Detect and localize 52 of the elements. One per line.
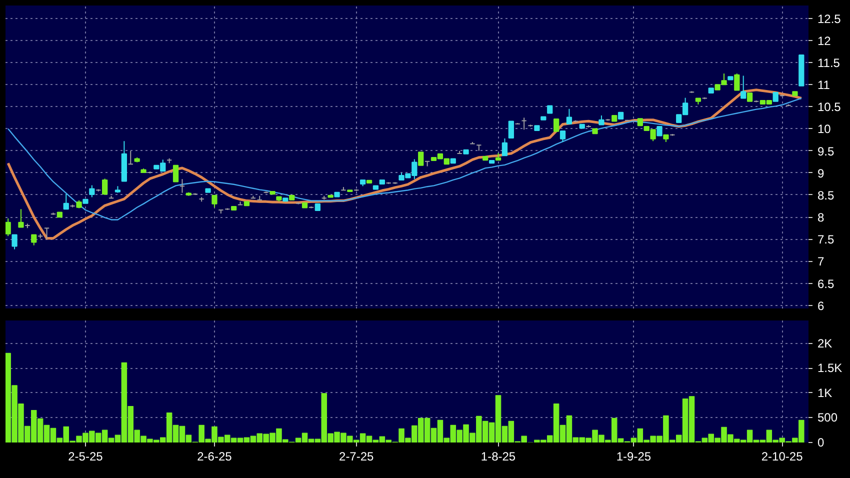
candlestick — [102, 178, 108, 196]
candlestick — [89, 184, 95, 198]
candlestick — [44, 228, 50, 240]
y-tick-label: 11 — [818, 78, 830, 92]
y-tick-label: 10 — [818, 122, 832, 136]
candlestick — [740, 75, 746, 99]
y-tick-label: 500 — [818, 410, 838, 425]
y-tick-label: 1K — [818, 386, 832, 400]
y-tick-label: 1.5K — [818, 361, 842, 376]
y-tick-label: 8 — [818, 210, 824, 225]
candlestick — [566, 108, 572, 124]
x-tick-label: 2-7-25 — [339, 450, 374, 464]
y-tick-label: 12.5 — [818, 12, 842, 26]
candlestick — [179, 178, 186, 194]
x-tick-label: 2-6-25 — [197, 450, 232, 464]
y-tick-label: 9.5 — [818, 144, 835, 158]
candlestick — [508, 120, 514, 139]
x-tick-label: 1-8-25 — [480, 450, 516, 464]
y-tick-label: 2K — [818, 336, 832, 350]
candlestick — [560, 130, 566, 142]
candlestick — [553, 118, 560, 132]
x-tick-label: 2-5-25 — [68, 450, 104, 464]
y-tick-label: 12 — [818, 34, 832, 48]
candlestick — [734, 73, 740, 91]
candlestick — [598, 114, 604, 126]
candlestick — [172, 164, 179, 182]
x-tick-label: 1-9-25 — [616, 450, 652, 464]
candlestick — [521, 117, 527, 130]
y-tick-label: 6.5 — [818, 276, 835, 291]
candlestick — [656, 126, 662, 136]
y-tick-label: 10.5 — [818, 100, 842, 114]
candlestick — [12, 234, 18, 250]
candlestick — [63, 194, 69, 210]
candlestick — [128, 150, 134, 165]
x-tick-label: 2-10-25 — [761, 450, 804, 464]
candlestick — [6, 218, 11, 237]
y-tick-label: 0 — [818, 436, 824, 450]
line-series — [6, 88, 803, 240]
candlestick — [18, 208, 24, 228]
candlestick — [212, 194, 218, 208]
candlestick — [476, 144, 482, 152]
y-tick-label: 7 — [818, 254, 824, 269]
candlestick — [502, 138, 508, 156]
candlestick — [424, 160, 430, 167]
candlestick — [418, 152, 424, 166]
y-tick-label: 7.5 — [818, 232, 835, 247]
y-tick-label: 8.5 — [818, 188, 835, 202]
candlestick — [31, 234, 37, 246]
y-tick-label: 9 — [818, 166, 824, 180]
y-tick-label: 6 — [818, 298, 824, 313]
line-series — [7, 98, 802, 220]
y-tick-label: 11.5 — [818, 56, 840, 70]
